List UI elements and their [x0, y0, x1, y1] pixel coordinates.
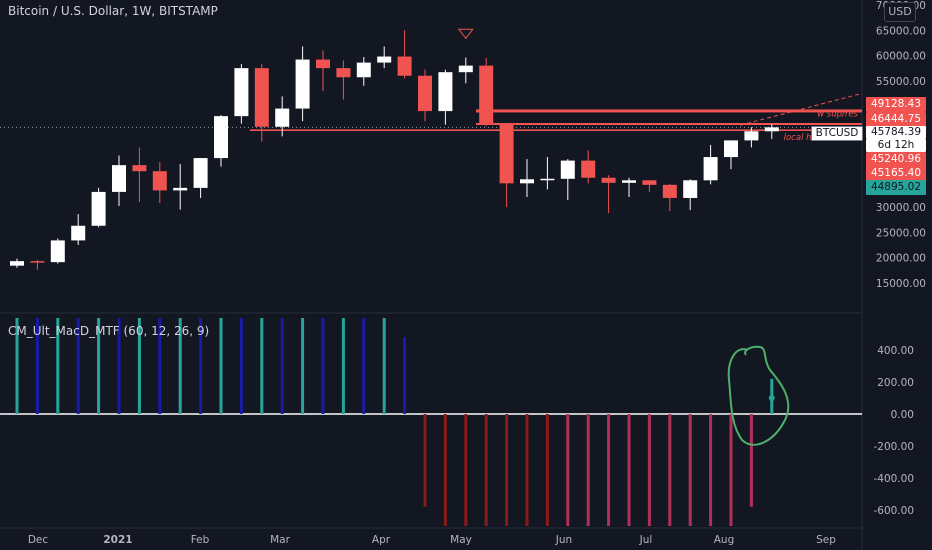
candle [10, 261, 24, 266]
candle [764, 127, 779, 132]
candle [724, 140, 738, 158]
candle [275, 108, 290, 127]
macd-last-point [768, 395, 775, 401]
indicator-label[interactable]: CM_Ult_MacD_MTF (60, 12, 26, 9) [8, 324, 210, 338]
level-tag-3: 45240.96 [866, 152, 926, 167]
time-tick-label: May [450, 534, 472, 546]
candle [152, 171, 167, 191]
price-tick-label: 25000.00 [876, 227, 926, 239]
time-tick-label: Dec [28, 534, 49, 546]
annotation-resistance: w sup/res [817, 109, 858, 119]
sell-signal-marker [457, 28, 474, 40]
candle [377, 56, 392, 63]
candle [479, 65, 494, 124]
candle [601, 177, 616, 183]
macd-tick-label: 0.00 [891, 409, 914, 421]
time-tick-label: Apr [372, 534, 391, 546]
candle [703, 157, 718, 181]
price-tick-label: 55000.00 [876, 76, 926, 88]
trend-line [739, 92, 863, 126]
candle [91, 191, 106, 226]
candle [173, 187, 188, 191]
candle [254, 68, 269, 127]
time-tick-label: Sep [816, 534, 836, 546]
price-tick-label: 30000.00 [876, 202, 926, 214]
candle [193, 158, 208, 188]
candle [30, 261, 45, 263]
price-tick-label: 65000.00 [876, 25, 926, 37]
level-tag-5: 44895.02 [866, 180, 926, 195]
symbol-tag: BTCUSD [811, 126, 863, 141]
candle [744, 131, 759, 141]
candle [397, 56, 412, 76]
candle [336, 68, 351, 78]
time-tick-label: 2021 [103, 534, 132, 546]
macd-tick-label: -600.00 [873, 505, 914, 517]
time-tick-label: Jun [555, 534, 572, 546]
candle [622, 180, 636, 183]
candle [356, 62, 371, 78]
candle [560, 160, 575, 179]
chart-title: Bitcoin / U.S. Dollar, 1W, BITSTAMP [8, 4, 218, 18]
price-tick-label: 15000.00 [876, 278, 926, 290]
candle [540, 178, 555, 181]
time-tick-label: Feb [191, 534, 210, 546]
time-tick-label: Aug [714, 534, 735, 546]
candle [581, 160, 596, 178]
candle [642, 180, 657, 185]
level-tag-2: 46444.75 [866, 112, 926, 127]
currency-button[interactable]: USD [884, 2, 916, 22]
candle [662, 184, 677, 198]
candle [214, 116, 228, 159]
level-line-49128 [476, 109, 862, 113]
candle [71, 225, 86, 241]
highlight-circle [727, 345, 790, 446]
candle [132, 165, 147, 172]
candle [234, 68, 249, 117]
macd-tick-label: -200.00 [873, 441, 914, 453]
time-tick-label: Jul [639, 534, 653, 546]
candle [499, 123, 514, 184]
macd-tick-label: 400.00 [877, 345, 914, 357]
price-tick-label: 20000.00 [876, 253, 926, 265]
macd-tick-label: -400.00 [873, 473, 914, 485]
candle [316, 59, 330, 69]
candle [295, 59, 310, 109]
price-tick-label: 60000.00 [876, 51, 926, 63]
candle [112, 165, 126, 192]
time-tick-label: Mar [270, 534, 290, 546]
candle [683, 180, 698, 198]
last-price-tag: 45784.39 [866, 126, 926, 139]
macd-tick-label: 200.00 [877, 377, 914, 389]
candle [458, 65, 473, 73]
candle [438, 72, 453, 112]
level-tag-4: 45165.40 [866, 166, 926, 181]
candle [50, 240, 65, 263]
candle [520, 179, 534, 184]
countdown-tag: 6d 12h [866, 139, 926, 152]
level-tag-1: 49128.43 [866, 97, 926, 112]
candle [418, 75, 432, 112]
